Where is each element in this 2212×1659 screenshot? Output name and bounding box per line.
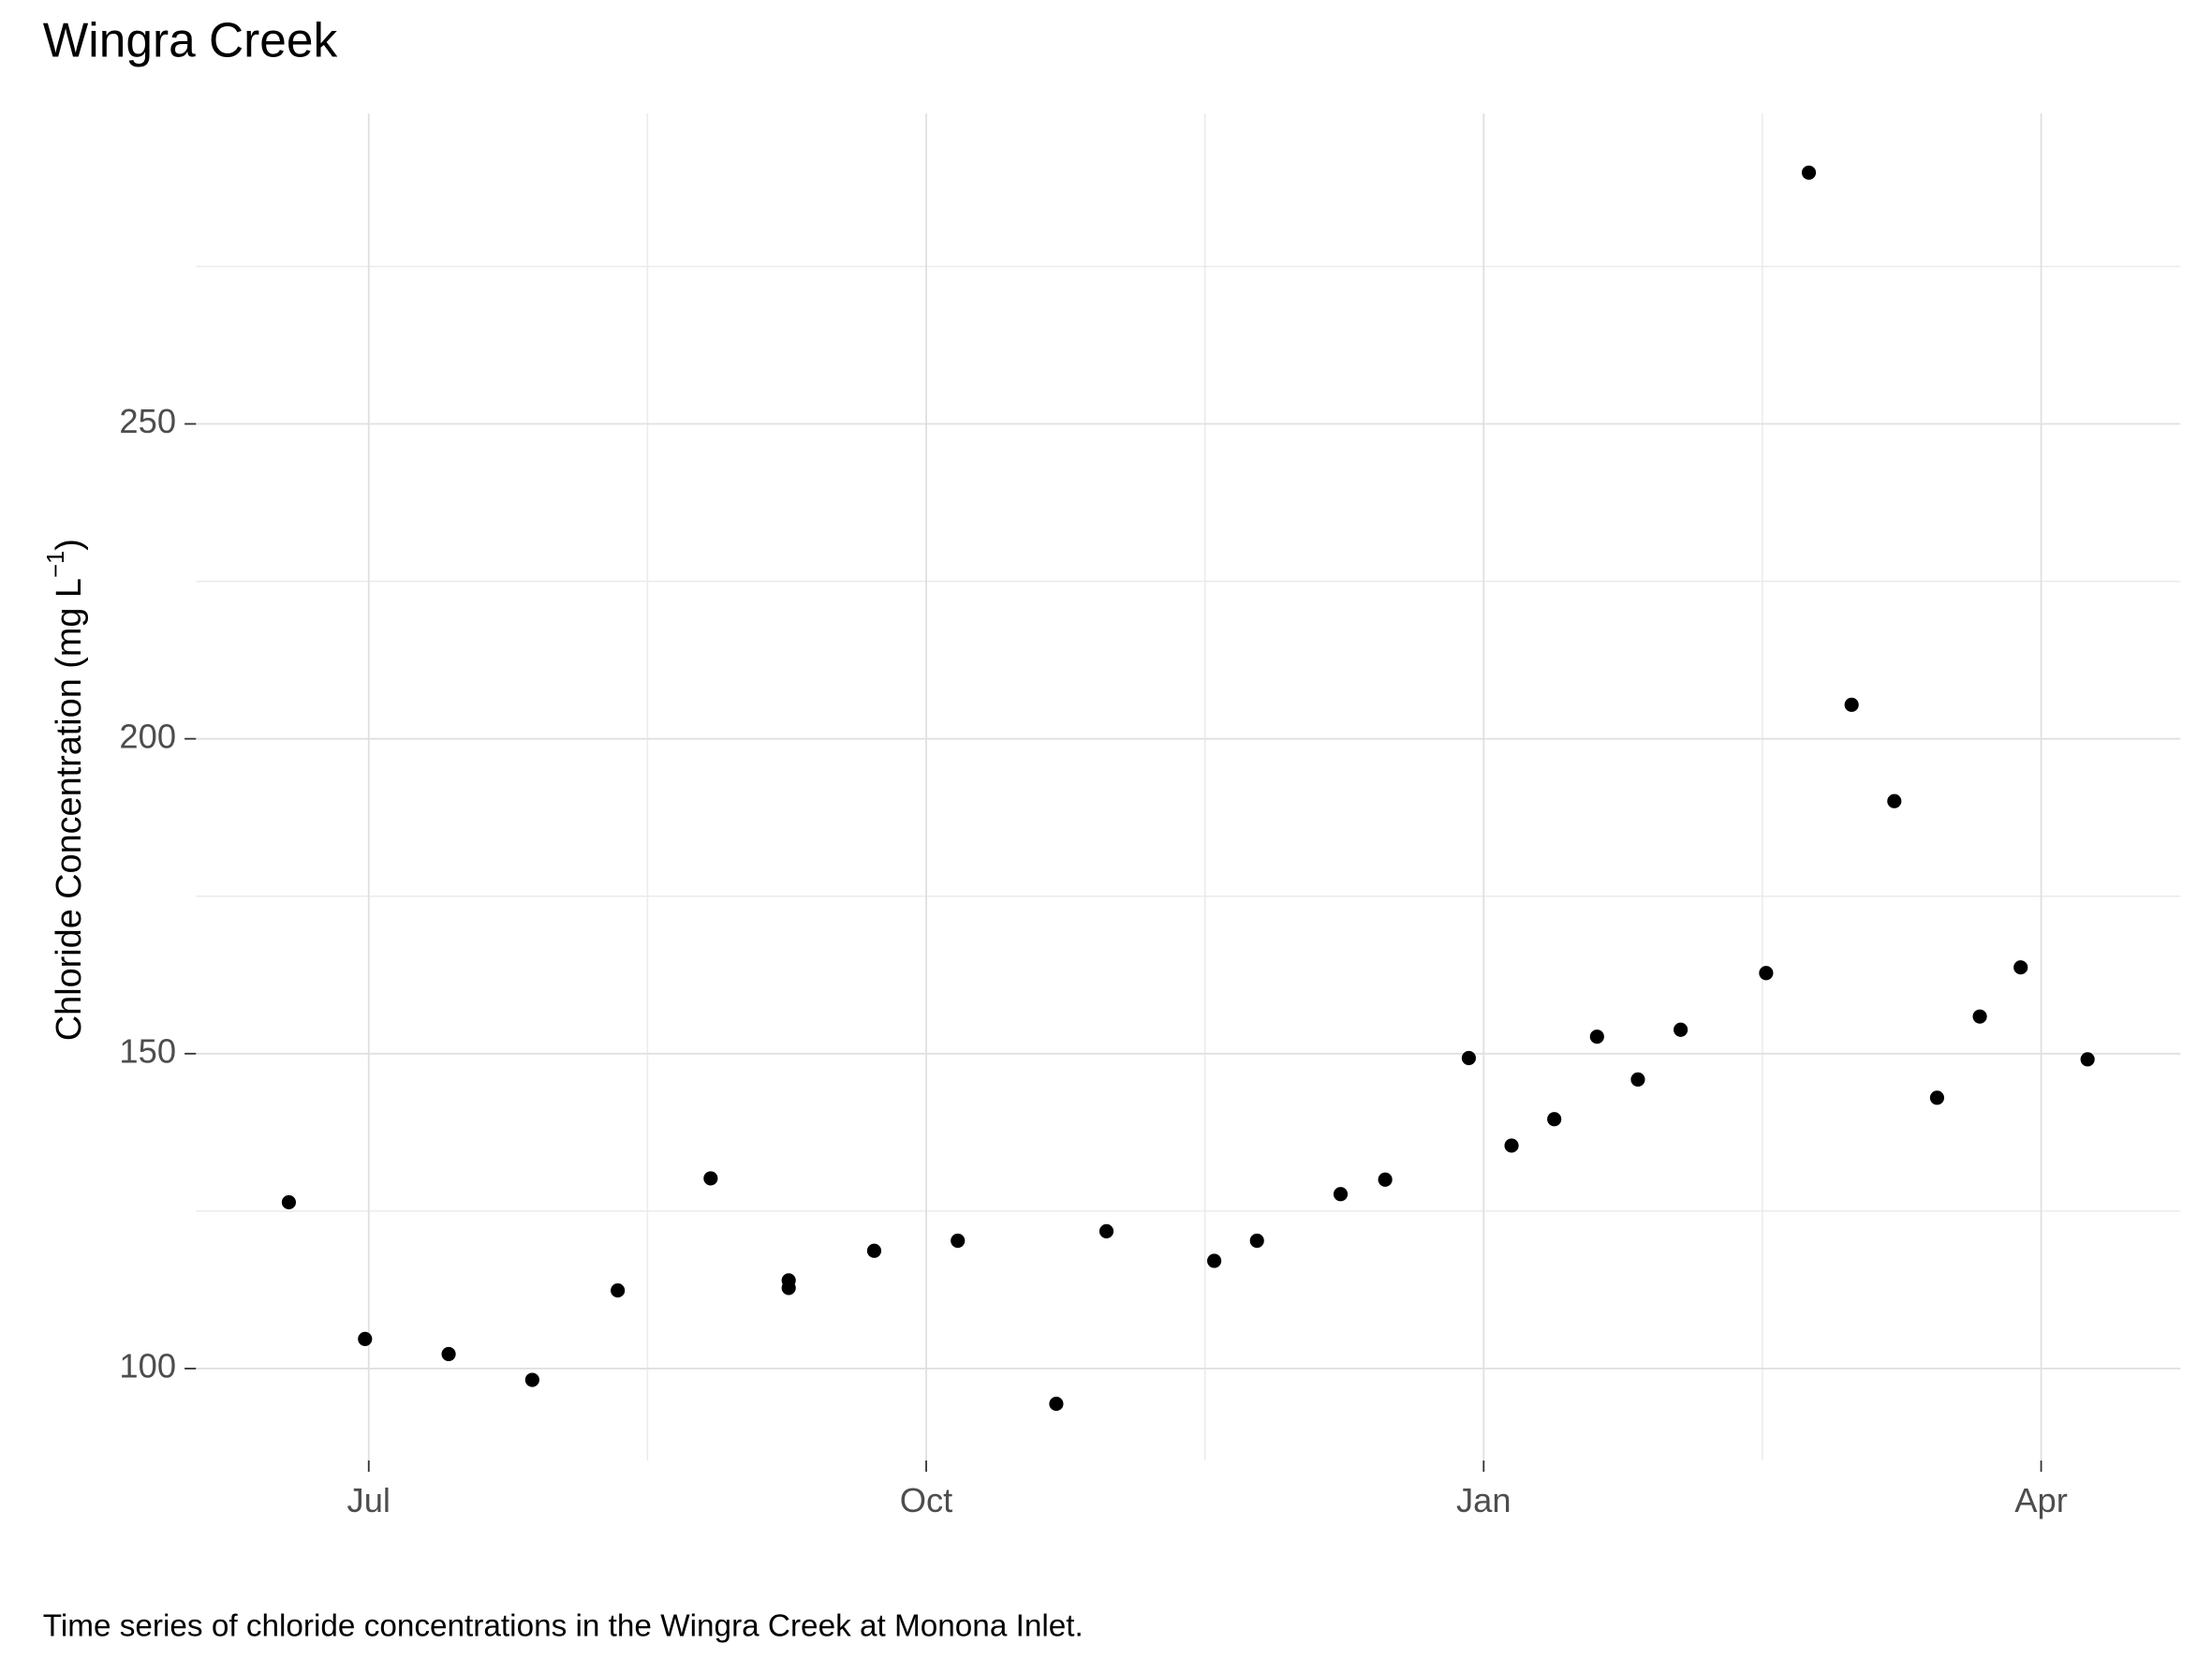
y-tick-label: 200 <box>119 717 176 755</box>
y-label-text: Chloride Concentration (mg L <box>50 578 89 1041</box>
data-point <box>1333 1187 1349 1202</box>
x-tick-label: Apr <box>2014 1481 2068 1519</box>
data-point <box>358 1331 373 1346</box>
y-label-suffix: ) <box>50 539 89 551</box>
x-tick-label: Oct <box>900 1481 952 1519</box>
chart-title: Wingra Creek <box>43 13 338 67</box>
data-point <box>1887 793 1902 808</box>
data-point <box>1844 697 1859 712</box>
data-point <box>1630 1072 1645 1087</box>
data-point <box>1049 1397 1064 1412</box>
caption: Time series of chloride concentrations i… <box>43 1608 1084 1643</box>
data-point <box>703 1171 718 1186</box>
x-tick-label: Jul <box>347 1481 391 1519</box>
data-point <box>2013 960 2028 975</box>
y-tick-label: 100 <box>119 1347 176 1385</box>
data-point <box>1589 1029 1604 1044</box>
data-point <box>611 1283 626 1298</box>
data-point <box>281 1194 296 1210</box>
y-tick-label: 250 <box>119 402 176 440</box>
data-point <box>1759 966 1774 981</box>
x-tick-label: Jan <box>1456 1481 1512 1519</box>
data-point <box>866 1243 882 1258</box>
data-point <box>524 1372 539 1387</box>
data-point <box>1929 1090 1945 1105</box>
data-point <box>951 1233 966 1249</box>
data-point <box>1801 165 1817 180</box>
y-label-superscript: −1 <box>43 551 69 578</box>
data-point <box>1099 1223 1114 1238</box>
data-point <box>1504 1138 1519 1153</box>
data-point <box>1378 1172 1393 1187</box>
y-tick-label: 150 <box>119 1031 176 1070</box>
data-point <box>441 1346 456 1362</box>
data-point <box>2080 1052 2095 1067</box>
data-point <box>1461 1050 1476 1066</box>
data-point <box>781 1281 796 1296</box>
data-point <box>1674 1022 1688 1037</box>
data-point <box>1249 1233 1264 1249</box>
data-point <box>1547 1112 1562 1127</box>
data-point <box>1207 1253 1222 1268</box>
data-point <box>1972 1009 1987 1024</box>
y-axis-label: Chloride Concentration (mg L−1) <box>43 539 89 1041</box>
